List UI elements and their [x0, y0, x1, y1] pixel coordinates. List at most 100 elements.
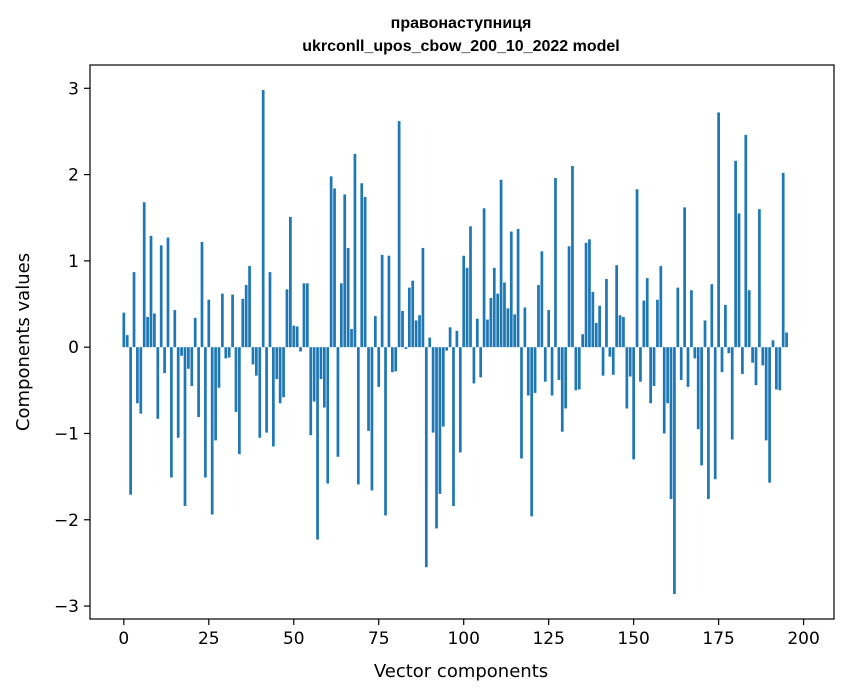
bar [679, 347, 683, 380]
bar [567, 246, 571, 348]
bar [611, 347, 615, 375]
bar [547, 310, 551, 348]
bar [642, 300, 646, 348]
bar [190, 347, 194, 387]
bar [465, 267, 469, 348]
bar [724, 304, 727, 348]
bar [132, 272, 136, 348]
bar [605, 279, 608, 348]
bar [737, 213, 741, 348]
bar [482, 208, 486, 348]
x-tick-label: 0 [118, 629, 129, 649]
bar [486, 319, 489, 348]
bar [421, 247, 425, 348]
bar [299, 347, 302, 352]
bar [577, 347, 581, 390]
bar [659, 266, 663, 348]
bar [717, 112, 720, 348]
bar [730, 347, 734, 440]
bar [282, 347, 285, 398]
bar [455, 330, 459, 348]
bar [193, 317, 197, 348]
bar [785, 332, 788, 348]
bar [241, 298, 245, 348]
bar [741, 347, 744, 374]
bar [564, 347, 568, 409]
bar [673, 347, 676, 594]
bar [136, 347, 139, 404]
bar [683, 207, 686, 348]
bar [445, 347, 449, 351]
plot-frame [89, 64, 835, 620]
bar [533, 347, 537, 393]
bar [754, 347, 758, 386]
bar [438, 347, 442, 494]
bar [238, 347, 241, 455]
bar [176, 347, 180, 438]
bar [292, 325, 296, 348]
bar [329, 176, 333, 348]
y-tick-label: 2 [68, 166, 79, 186]
bar [418, 315, 421, 348]
bar [424, 347, 428, 568]
x-tick-label: 175 [702, 629, 734, 649]
bar [509, 231, 513, 348]
bar [153, 313, 156, 348]
bar [373, 316, 377, 348]
bar [146, 316, 149, 348]
y-axis: −3 −2 −1 0 1 2 3 [54, 79, 90, 617]
bar [142, 202, 146, 348]
y-tick-label: −3 [54, 597, 79, 617]
chart-subtitle: ukrconll_upos_cbow_200_10_2022 model [302, 38, 619, 55]
bar [302, 283, 306, 348]
bar [350, 329, 353, 348]
bar [479, 347, 483, 378]
bar [309, 347, 313, 436]
bar [492, 267, 496, 348]
bar [744, 134, 748, 348]
bar [574, 347, 578, 391]
bar [129, 347, 132, 495]
bar [231, 294, 234, 348]
bar [210, 347, 214, 515]
bar [204, 347, 207, 478]
bar [652, 347, 656, 387]
bar [339, 283, 343, 348]
bar [275, 347, 279, 380]
bar [156, 347, 160, 419]
bar [244, 285, 248, 348]
bar [435, 347, 438, 529]
bar [632, 347, 635, 460]
bar [537, 285, 540, 348]
bar [469, 226, 472, 348]
bar [265, 347, 268, 433]
bar [598, 305, 602, 348]
bar [159, 245, 163, 348]
bar [696, 347, 700, 430]
bar [346, 247, 350, 348]
bar [594, 323, 598, 348]
bar [407, 287, 411, 348]
bar [771, 340, 775, 348]
bar [472, 347, 476, 384]
bar [370, 347, 374, 491]
bar [690, 290, 693, 348]
y-tick-label: 1 [68, 252, 79, 272]
bar [625, 347, 629, 409]
bar [356, 347, 360, 485]
bar [601, 347, 605, 376]
y-axis-label: Components values [13, 253, 34, 431]
bar [428, 337, 432, 348]
bar [360, 183, 364, 348]
bar [139, 347, 143, 414]
bar [149, 235, 153, 348]
bar [645, 278, 649, 348]
bar [666, 347, 669, 404]
bar [554, 178, 557, 348]
bars-group [122, 90, 788, 594]
bar [703, 320, 707, 348]
bar [387, 255, 391, 348]
bar [506, 308, 510, 348]
bar [503, 282, 506, 348]
